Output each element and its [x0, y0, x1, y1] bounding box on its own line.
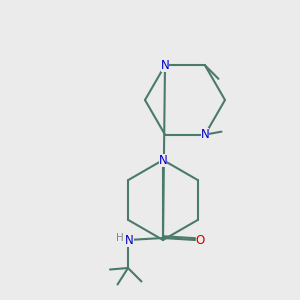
Text: N: N: [160, 59, 169, 72]
Text: O: O: [196, 233, 205, 247]
Text: N: N: [159, 154, 167, 166]
Text: N: N: [125, 233, 134, 247]
Text: N: N: [201, 128, 209, 141]
Text: H: H: [116, 233, 124, 243]
